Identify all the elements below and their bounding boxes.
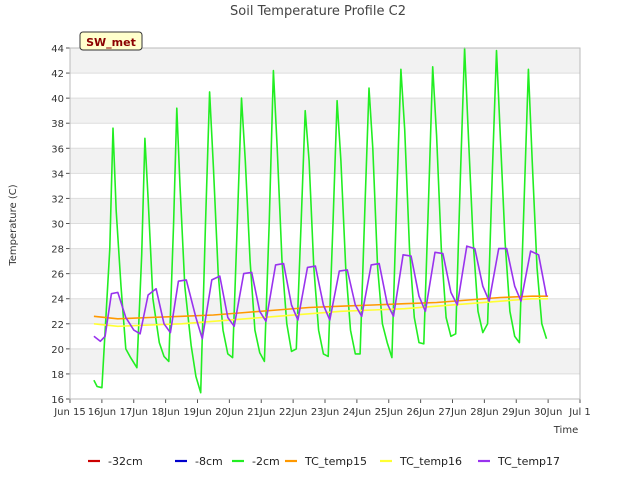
grid-band [70,73,580,99]
grid-band [70,123,580,149]
grid-band [70,148,580,174]
grid-band [70,223,580,249]
plot-frame [69,47,581,400]
series-lines [93,47,549,394]
x-tick-label: 18Jun [151,407,179,418]
y-tick-label: 38 [51,119,64,130]
x-tick-label: 25Jun [375,407,403,418]
y-tick-label: 32 [51,194,64,205]
y-tick-label: 36 [51,144,64,155]
legend-label: TC_temp16 [399,455,462,468]
y-tick-label: 26 [51,270,64,281]
grid-band [70,373,580,399]
x-tick-label: 27Jun [438,407,466,418]
y-tick-label: 28 [51,245,64,256]
grid-band [70,198,580,224]
y-tick-label: 24 [51,295,64,306]
y-tick-label: 40 [51,94,64,105]
y-tick-label: 16 [51,395,64,406]
x-axis-label: Time [553,425,578,436]
grid-band [70,173,580,199]
x-tick-label: Jul 1 [568,407,591,418]
x-tick-label: Jun 15 [53,407,86,418]
legend-label: -8cm [195,455,223,468]
y-tick-label: 20 [51,345,64,356]
chart-title: Soil Temperature Profile C2 [230,4,406,19]
x-tick-label: 20Jun [215,407,243,418]
y-axis-label: Temperature (C) [8,184,19,266]
site-tag: SW_met [79,31,143,51]
y-tick-label: 30 [51,220,64,231]
grid-band [70,348,580,374]
legend-label: -32cm [108,455,143,468]
x-tick-label: 26Jun [406,407,434,418]
legend-label: -2cm [252,455,280,468]
y-tick-label: 44 [51,44,64,55]
grid-band [70,48,580,74]
y-axis-ticks: 16 18 20 22 24 26 28 30 32 34 36 38 40 42 44 [51,44,70,406]
series-line-tc-temp16 [93,297,549,328]
y-tick-label: 42 [51,69,64,80]
x-tick-label: 23Jun [311,407,339,418]
x-axis-ticks: Jun 15 16Jun 17Jun 18Jun 19Jun 20Jun 21Jun 22Ju… [53,399,591,418]
x-tick-label: 30Jun [534,407,562,418]
x-tick-label: 22Jun [279,407,307,418]
series-line-tc-temp17 [93,245,548,343]
grid-band [70,273,580,299]
x-tick-label: 16Jun [88,407,116,418]
y-tick-label: 18 [51,370,64,381]
x-tick-label: 19Jun [183,407,211,418]
legend: -32cm -8cm -2cm TC_temp15 TC_temp16 TC_temp17 [88,455,560,468]
x-tick-label: 29Jun [502,407,530,418]
y-tick-label: 22 [51,320,64,331]
grid-band [70,98,580,124]
x-tick-label: 28Jun [470,407,498,418]
x-tick-label: 24Jun [343,407,371,418]
site-tag-box [79,31,143,51]
site-tag-label: SW_met [86,36,136,49]
legend-label: TC_temp17 [497,455,560,468]
legend-label: TC_temp15 [304,455,367,468]
grid-band [70,323,580,349]
y-tick-label: 34 [51,169,64,180]
x-tick-label: 17Jun [120,407,148,418]
grid-band [70,248,580,274]
series-line-2cm [93,47,548,394]
x-tick-label: 21Jun [247,407,275,418]
